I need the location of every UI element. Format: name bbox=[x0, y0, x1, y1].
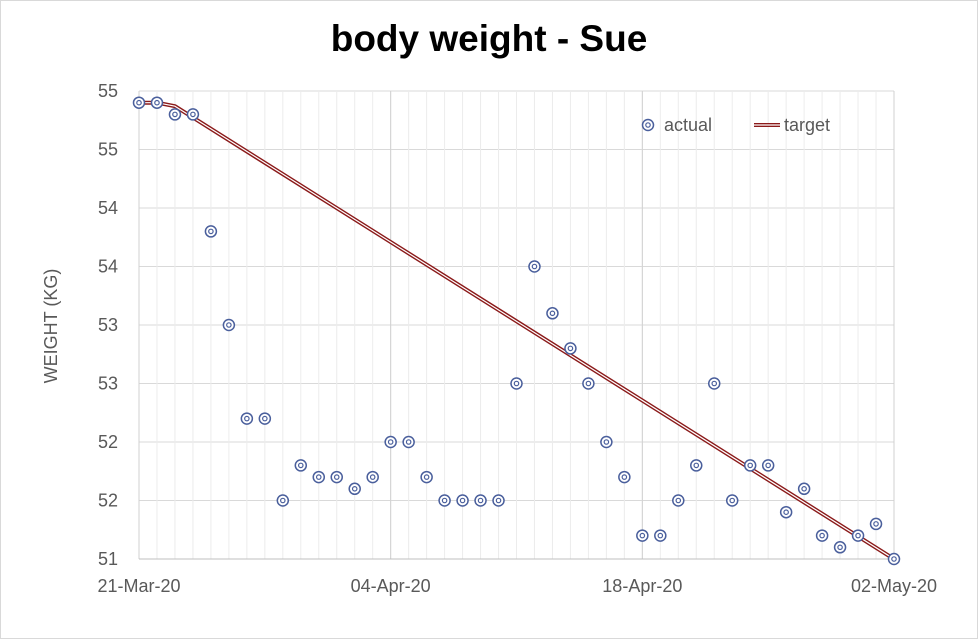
target-series-line bbox=[139, 100, 896, 561]
actual-point bbox=[258, 412, 272, 425]
legend-target-label: target bbox=[784, 115, 830, 135]
actual-point bbox=[546, 307, 559, 320]
actual-point bbox=[707, 377, 721, 390]
actual-point bbox=[348, 482, 361, 496]
actual-point bbox=[672, 494, 685, 507]
y-tick-label: 53 bbox=[98, 315, 118, 335]
y-tick-label: 53 bbox=[98, 374, 118, 394]
actual-point bbox=[420, 470, 433, 484]
actual-point bbox=[492, 494, 505, 507]
actual-point bbox=[186, 108, 200, 121]
actual-point bbox=[510, 377, 523, 390]
actual-point bbox=[779, 505, 793, 519]
actual-point bbox=[654, 529, 667, 542]
actual-point bbox=[761, 459, 775, 472]
actual-point bbox=[725, 494, 739, 507]
target-line-inner bbox=[139, 102, 895, 560]
y-tick-label: 55 bbox=[98, 140, 118, 160]
actual-point bbox=[456, 494, 469, 507]
actual-point bbox=[743, 459, 757, 472]
actual-point bbox=[833, 541, 847, 554]
x-tick-label: 02-May-20 bbox=[851, 576, 937, 596]
x-tick-label: 04-Apr-20 bbox=[351, 576, 431, 596]
chart-title: body weight - Sue bbox=[331, 18, 648, 59]
actual-point bbox=[330, 470, 343, 484]
y-axis-tick-labels: 51 52 52 53 53 54 54 55 55 bbox=[98, 81, 118, 569]
actual-point bbox=[851, 529, 865, 542]
actual-point bbox=[240, 412, 254, 425]
actual-series-markers bbox=[132, 96, 901, 566]
actual-point bbox=[797, 482, 811, 496]
actual-point bbox=[869, 517, 883, 531]
actual-point bbox=[564, 342, 577, 355]
y-tick-label: 55 bbox=[98, 81, 118, 101]
actual-point bbox=[690, 459, 703, 472]
y-tick-label: 52 bbox=[98, 432, 118, 452]
actual-point bbox=[402, 435, 415, 449]
actual-point bbox=[528, 260, 541, 273]
x-tick-label: 21-Mar-20 bbox=[97, 576, 180, 596]
actual-point bbox=[815, 529, 829, 542]
legend-actual-marker-inner-icon bbox=[645, 122, 651, 128]
y-tick-label: 51 bbox=[98, 549, 118, 569]
x-tick-label: 18-Apr-20 bbox=[602, 576, 682, 596]
y-axis-title: WEIGHT (KG) bbox=[41, 269, 61, 384]
actual-point bbox=[312, 470, 326, 484]
y-tick-label: 54 bbox=[98, 257, 118, 277]
actual-point bbox=[384, 435, 397, 449]
actual-point bbox=[438, 494, 451, 507]
legend-actual-label: actual bbox=[664, 115, 712, 135]
actual-point bbox=[474, 494, 487, 507]
actual-point bbox=[887, 552, 901, 566]
y-tick-label: 52 bbox=[98, 491, 118, 511]
actual-point bbox=[366, 470, 379, 484]
actual-point bbox=[618, 470, 631, 484]
legend-actual-marker-icon bbox=[641, 118, 655, 132]
actual-point bbox=[636, 529, 649, 542]
actual-point bbox=[204, 225, 218, 238]
actual-point bbox=[150, 96, 164, 109]
actual-point bbox=[582, 377, 595, 390]
y-tick-label: 54 bbox=[98, 198, 118, 218]
legend: actual target bbox=[641, 115, 830, 135]
actual-point bbox=[222, 318, 236, 332]
actual-point bbox=[294, 459, 308, 472]
actual-point bbox=[132, 96, 146, 109]
actual-point bbox=[600, 435, 613, 449]
actual-point bbox=[276, 494, 290, 507]
actual-point bbox=[168, 108, 182, 121]
x-axis-tick-labels: 21-Mar-20 04-Apr-20 18-Apr-20 02-May-20 bbox=[97, 576, 937, 596]
